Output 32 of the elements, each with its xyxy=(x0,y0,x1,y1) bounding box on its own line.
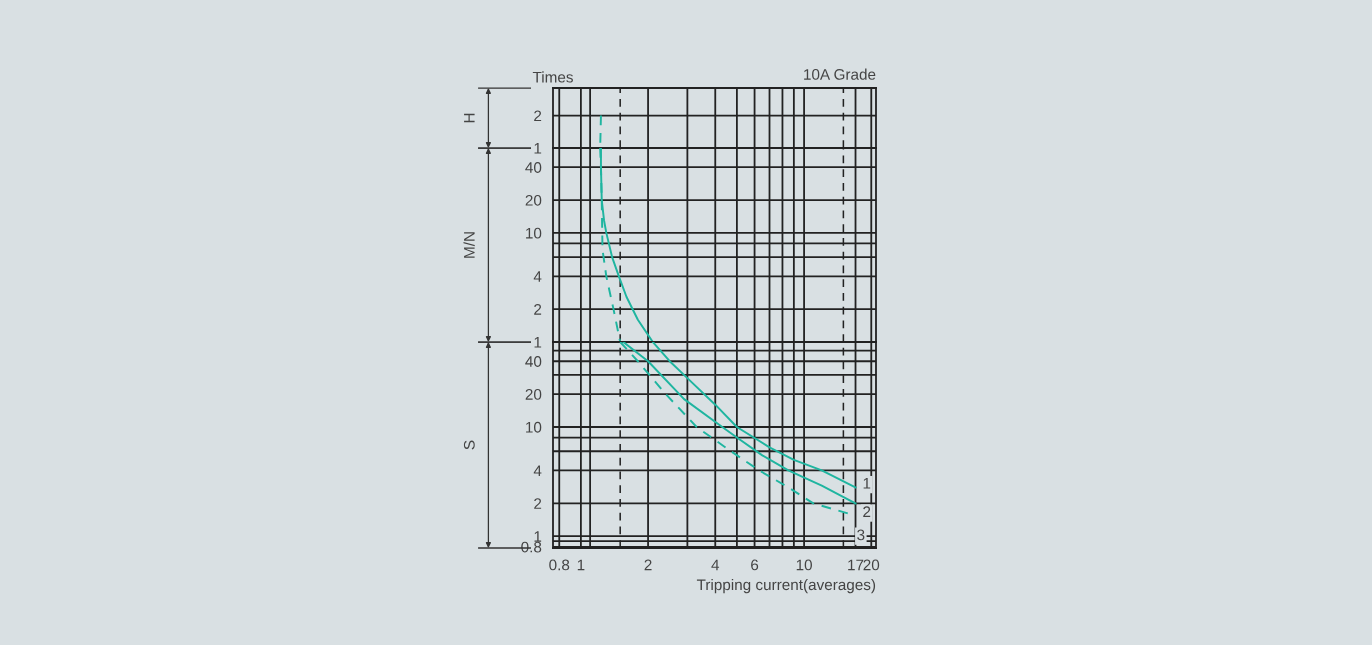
x-tick-label: 17 xyxy=(848,559,864,571)
y-tick-label: 4 xyxy=(533,271,542,282)
x-tick-label: 20 xyxy=(863,559,880,571)
y-tick-label: 2 xyxy=(534,110,542,122)
y-tick-label: 0.8 xyxy=(521,541,542,553)
y-tick-label: 10 xyxy=(526,227,542,239)
y-tick-label: 1 xyxy=(534,531,542,542)
series-label: 1 xyxy=(863,478,871,489)
chart-title: 10A Grade xyxy=(804,68,876,80)
text: Times xyxy=(532,71,573,83)
y-tick-label: 40 xyxy=(525,356,542,367)
x-tick-label: 2 xyxy=(644,559,652,571)
x-tick-label: 10 xyxy=(796,559,812,571)
series-label: 2 xyxy=(863,506,871,518)
series-label: 3 xyxy=(857,529,865,541)
x-tick-label: 6 xyxy=(751,559,759,571)
y-tick-label: 1 xyxy=(534,337,542,348)
x-tick-label: 4 xyxy=(711,559,720,571)
y-tick-label: 20 xyxy=(525,388,542,400)
y-tick-label: 4 xyxy=(533,465,542,476)
y-tick-label: 40 xyxy=(525,162,542,173)
y-axis-title: M/N xyxy=(463,232,475,258)
y-axis-title: H xyxy=(464,113,475,123)
x-axis-title: Tripping current(averages) xyxy=(696,578,876,594)
y-tick-label: 1 xyxy=(534,143,542,154)
x-tick-label: 1 xyxy=(577,559,585,571)
y-tick-label: 2 xyxy=(534,304,542,315)
y-tick-label: 20 xyxy=(525,194,542,206)
y-tick-label: 10 xyxy=(526,421,542,433)
y-tick-label: 2 xyxy=(534,498,542,509)
y-axis-title: S xyxy=(463,440,475,450)
x-tick-label: 0.8 xyxy=(549,559,570,571)
